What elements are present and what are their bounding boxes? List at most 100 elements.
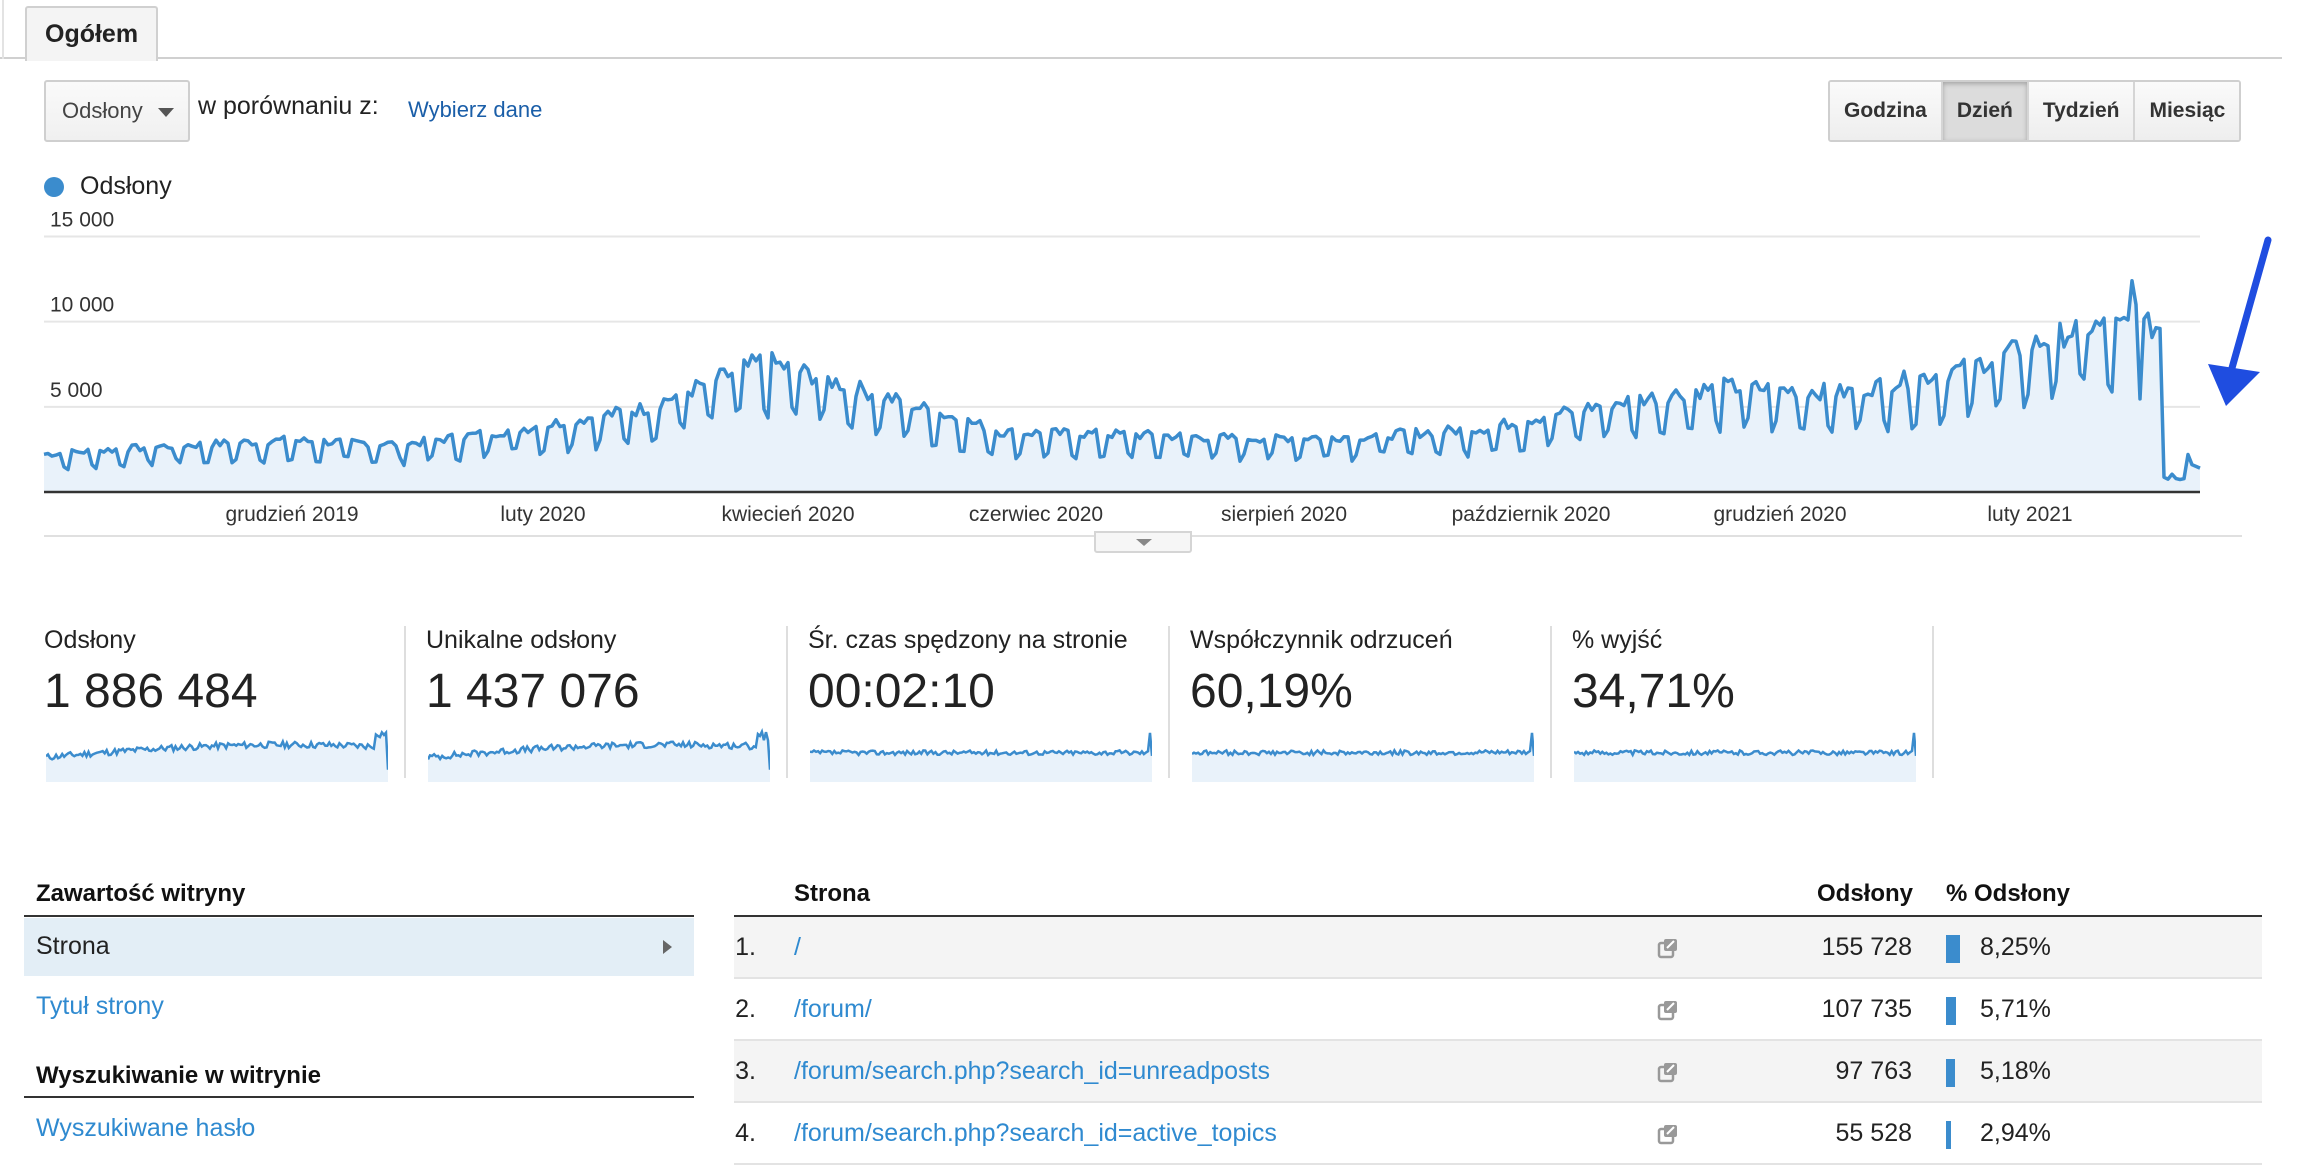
series-line[interactable] [43, 278, 2201, 482]
table-header-divider [734, 915, 2262, 917]
nav-item-page[interactable]: Strona [24, 918, 694, 976]
nav-item-page-title[interactable]: Tytuł strony [36, 992, 164, 1020]
nav-item-label: Strona [36, 932, 110, 960]
pageviews-chart[interactable]: 15 000 10 000 5 000 grudzień 2019 luty 2020 k… [0, 200, 2300, 560]
tabbar-edge [2, 0, 4, 59]
pageviews-value: 155 728 [1821, 933, 1912, 961]
page-path-link[interactable]: /forum/search.php?search_id=active_topic… [794, 1119, 1277, 1147]
metric-label: Śr. czas spędzony na stronie [808, 626, 1128, 654]
open-external-icon[interactable] [1656, 998, 1680, 1022]
x-tick-label: luty 2021 [1987, 503, 2072, 526]
x-tick-label: grudzień 2020 [1713, 503, 1846, 526]
pct-value: 5,18% [1980, 1057, 2051, 1085]
table-row[interactable]: 2. /forum/107 735 5,71% [734, 979, 2262, 1041]
metric-label: Współczynnik odrzuceń [1190, 626, 1453, 654]
expand-down-icon [1136, 539, 1152, 546]
period-day-button[interactable]: Dzień [1942, 82, 2029, 140]
metric-card[interactable]: Unikalne odsłony 1 437 076 [426, 626, 808, 782]
open-external-icon[interactable] [1656, 1060, 1680, 1084]
card-divider [786, 626, 788, 778]
card-divider [1932, 626, 1934, 778]
y-tick-label: 5 000 [50, 379, 103, 402]
series-area [44, 280, 2200, 492]
pct-bar [1946, 997, 1956, 1025]
period-hour-button[interactable]: Godzina [1830, 82, 1943, 140]
pct-bar [1946, 935, 1960, 963]
site-content-heading: Zawartość witryny [36, 880, 246, 907]
compare-label: w porównaniu z: [198, 92, 379, 120]
sparkline-line [46, 729, 388, 770]
metric-card[interactable]: % wyjść 34,71% [1572, 626, 1954, 782]
sparkline-line [1192, 732, 1534, 758]
row-index: 3. [735, 1057, 756, 1085]
row-index: 1. [735, 933, 756, 961]
metric-value: 1 886 484 [44, 665, 258, 718]
metric-dropdown-value: Odsłony [62, 98, 143, 123]
page-path-link[interactable]: / [794, 933, 801, 961]
x-tick-label: kwiecień 2020 [721, 503, 854, 526]
row-index: 4. [735, 1119, 756, 1147]
pct-bar [1946, 1059, 1955, 1087]
nav-divider [24, 1096, 694, 1098]
row-index: 2. [735, 995, 756, 1023]
sparkline-area [810, 732, 1152, 782]
metric-card[interactable]: Współczynnik odrzuceń 60,19% [1190, 626, 1572, 782]
metric-sparkline [810, 732, 1152, 782]
sparkline-area [1192, 732, 1534, 782]
pct-value: 8,25% [1980, 933, 2051, 961]
x-tick-label: sierpień 2020 [1221, 503, 1347, 526]
x-tick-label: październik 2020 [1452, 503, 1611, 526]
table-row[interactable]: 4. /forum/search.php?search_id=active_top… [734, 1103, 2262, 1165]
metric-label: Odsłony [44, 626, 136, 654]
y-tick-label: 10 000 [50, 294, 114, 317]
annotation-arrow-icon [2208, 236, 2272, 406]
card-divider [1550, 626, 1552, 778]
column-header-views: Odsłony [1817, 880, 1914, 907]
x-tick-label: czerwiec 2020 [969, 503, 1103, 526]
card-divider [404, 626, 406, 778]
metric-value: 60,19% [1190, 665, 1353, 718]
metric-sparkline [46, 729, 388, 782]
chart-expand-toggle[interactable] [1094, 531, 1192, 553]
nav-item-search-term[interactable]: Wyszukiwane hasło [36, 1114, 256, 1142]
x-tick-label: grudzień 2019 [225, 503, 358, 526]
pageviews-value: 97 763 [1835, 1057, 1912, 1085]
open-external-icon[interactable] [1656, 936, 1680, 960]
card-divider [1168, 626, 1170, 778]
page-path-link[interactable]: /forum/search.php?search_id=unreadposts [794, 1057, 1270, 1085]
page-path-link[interactable]: /forum/ [794, 995, 872, 1023]
sparkline-line [810, 732, 1152, 758]
sparkline-line [1574, 732, 1916, 758]
pct-value: 5,71% [1980, 995, 2051, 1023]
table-row[interactable]: 1. / 155 728 8,25% [734, 917, 2262, 979]
metric-label: Unikalne odsłony [426, 626, 617, 654]
metric-card[interactable]: Odsłony 1 886 484 [44, 626, 426, 782]
period-month-button[interactable]: Miesiąc [2135, 82, 2240, 140]
metric-value: 00:02:10 [808, 665, 995, 718]
metric-value: 1 437 076 [426, 665, 640, 718]
period-week-button[interactable]: Tydzień [2028, 82, 2136, 140]
x-tick-label: luty 2020 [500, 503, 585, 526]
sparkline-area [428, 731, 770, 782]
pageviews-value: 107 735 [1821, 995, 1912, 1023]
pct-value: 2,94% [1980, 1119, 2051, 1147]
period-toggle: Godzina Dzień Tydzień Miesiąc [1828, 80, 2242, 142]
open-external-icon[interactable] [1656, 1122, 1680, 1146]
metric-card[interactable]: Śr. czas spędzony na stronie 00:02:10 [808, 626, 1190, 782]
tab-overview[interactable]: Ogółem [25, 6, 159, 61]
sparkline-area [1574, 732, 1916, 782]
sparkline-area [46, 732, 388, 782]
y-tick-label: 15 000 [50, 208, 114, 231]
legend-dot-icon [44, 176, 64, 197]
table-row[interactable]: 3. /forum/search.php?search_id=unreadpost… [734, 1041, 2262, 1103]
metric-label: % wyjść [1572, 626, 1663, 654]
metric-sparkline [1192, 732, 1534, 782]
choose-metric-link[interactable]: Wybierz dane [408, 97, 543, 122]
nav-divider [24, 915, 694, 917]
site-search-heading: Wyszukiwanie w witrynie [36, 1062, 321, 1089]
metric-dropdown[interactable]: Odsłony [44, 80, 190, 142]
column-header-pct: % Odsłony [1946, 880, 2071, 907]
sparkline-line [428, 727, 770, 770]
legend-series-label: Odsłony [80, 172, 172, 200]
chart-legend: Odsłony [44, 172, 172, 201]
